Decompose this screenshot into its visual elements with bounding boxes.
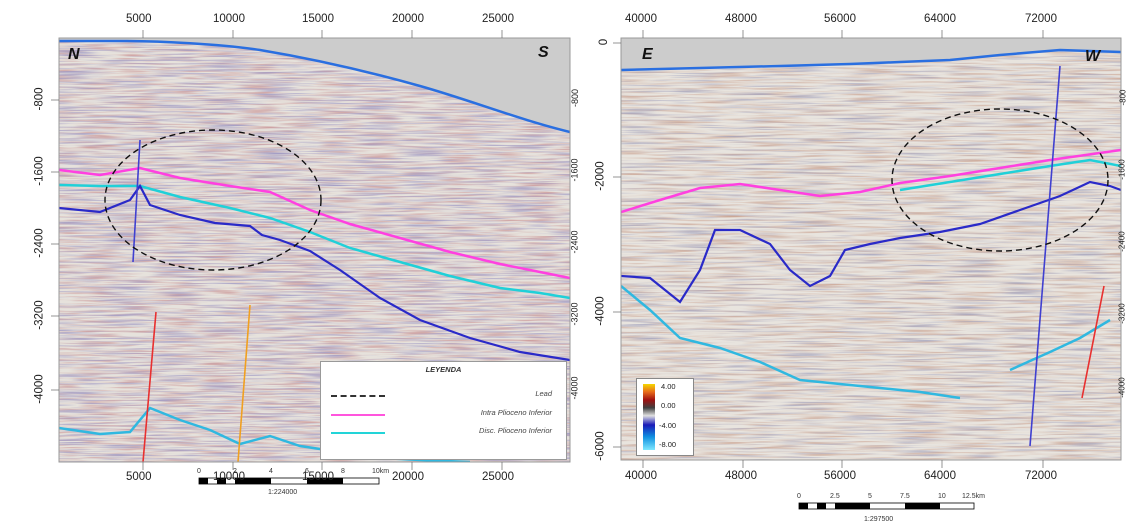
right-x-tick-bottom: 56000 — [824, 470, 856, 482]
seafloor-horizon-right — [621, 48, 1121, 72]
scale-tick: 5 — [868, 493, 872, 500]
scale-tick: 0 — [797, 493, 801, 500]
scale-tick: 10km — [372, 468, 390, 475]
legend-item-lead: Lead — [331, 389, 560, 401]
scale-bar-right — [798, 502, 975, 510]
right-y-tick-right: -2400 — [1117, 231, 1127, 252]
colorbar-label: -8.00 — [659, 440, 677, 449]
left-y-tick: -2400 — [33, 228, 46, 258]
legend-swatch-cyan — [331, 432, 385, 434]
scale-bar-left — [198, 477, 380, 485]
right-y-tick: -6000 — [594, 431, 607, 461]
left-x-tick-top: 5000 — [126, 13, 152, 25]
horizon-cyan-right — [899, 158, 1121, 192]
right-y-tick: 0 — [598, 38, 611, 46]
left-y-tick-right: -800 — [570, 88, 581, 108]
scale-tick: 8 — [341, 468, 345, 475]
horizon-magenta-left — [59, 166, 570, 280]
right-y-tick-right: -3200 — [1117, 303, 1127, 324]
legend-swatch-lead — [331, 395, 385, 397]
left-y-tick-right: -4000 — [569, 376, 580, 400]
left-x-tick-bottom: 20000 — [392, 471, 424, 483]
left-x-tick-bottom: 5000 — [126, 471, 152, 483]
water-column-right — [621, 38, 1121, 70]
legend-label-disc: Disc. Plioceno Inferior — [479, 426, 552, 435]
scale-tick: 7.5 — [900, 493, 910, 500]
scale-tick: 0 — [197, 468, 201, 475]
colorbar-label: 4.00 — [661, 382, 676, 391]
direction-north-label: N — [68, 46, 80, 63]
left-y-tick-right: -3200 — [569, 302, 580, 326]
right-x-tick-top: 48000 — [725, 13, 757, 25]
right-x-tick-top: 40000 — [625, 13, 657, 25]
left-x-tick-top: 10000 — [213, 13, 245, 25]
right-x-tick-bottom: 64000 — [924, 470, 956, 482]
legend-item-disc-plioceno: Disc. Plioceno Inferior — [331, 426, 560, 438]
left-y-tick: -1600 — [33, 156, 46, 186]
scale-ratio-right: 1:297500 — [864, 516, 894, 523]
amplitude-colorbar: 4.00 0.00 -4.00 -8.00 — [636, 378, 694, 456]
right-x-tick-top: 64000 — [924, 13, 956, 25]
right-x-tick-top: 72000 — [1025, 13, 1057, 25]
scale-ratio-left: 1:224000 — [268, 489, 298, 496]
colorbar-label: -4.00 — [659, 421, 677, 430]
right-x-tick-bottom: 48000 — [725, 470, 757, 482]
right-x-tick-top: 56000 — [824, 13, 856, 25]
seafloor-horizon-left — [59, 39, 570, 134]
left-y-tick-right: -1600 — [569, 158, 580, 182]
left-y-tick: -800 — [33, 87, 46, 111]
left-x-tick-top: 25000 — [482, 13, 514, 25]
left-x-tick-top: 15000 — [302, 13, 334, 25]
left-x-tick-top: 20000 — [392, 13, 424, 25]
direction-east-label: E — [642, 46, 653, 63]
right-seismic-section — [621, 38, 1121, 460]
legend-swatch-magenta — [331, 414, 385, 416]
left-x-tick-bottom: 15000 — [302, 471, 334, 483]
left-y-tick-right: -2400 — [569, 230, 580, 254]
lead-outline-left — [104, 129, 322, 271]
scale-tick: 12.5km — [962, 493, 985, 500]
well-blue-left — [132, 139, 141, 263]
right-y-tick: -2000 — [594, 161, 607, 191]
left-y-tick: -4000 — [33, 374, 46, 404]
well-blue-right — [1029, 65, 1061, 447]
right-y-tick: -4000 — [594, 296, 607, 326]
legend-item-intra-plioceno: Intra Plioceno Inferior — [331, 408, 560, 420]
scale-tick: 4 — [269, 468, 273, 475]
well-orange-left — [237, 304, 251, 462]
right-y-tick-right: -1600 — [1117, 159, 1127, 180]
legend-title: LEYENDA — [425, 365, 462, 374]
water-column-left — [59, 38, 570, 132]
well-red-left — [142, 311, 157, 462]
scale-tick: 10 — [938, 493, 946, 500]
left-seismic-section — [59, 38, 570, 462]
horizon-blue-right — [621, 180, 1121, 304]
right-y-tick-right: -800 — [1118, 89, 1128, 106]
left-y-tick: -3200 — [33, 300, 46, 330]
legend-label-lead: Lead — [535, 389, 552, 398]
right-x-tick-bottom: 72000 — [1025, 470, 1057, 482]
right-y-tick-right: -4000 — [1117, 377, 1127, 398]
direction-west-label: W — [1085, 48, 1101, 65]
colorbar-gradient — [643, 384, 655, 450]
scale-tick: 2.5 — [830, 493, 840, 500]
legend-label-intra: Intra Plioceno Inferior — [480, 408, 552, 417]
left-x-tick-bottom: 10000 — [213, 471, 245, 483]
scale-tick: 2 — [233, 468, 237, 475]
legend-box: LEYENDA Lead Intra Plioceno Inferior Dis… — [320, 361, 567, 460]
direction-south-label: S — [538, 44, 549, 61]
well-red-right — [1081, 285, 1105, 399]
horizon-magenta-right — [621, 148, 1121, 214]
scale-tick: 6 — [305, 468, 309, 475]
colorbar-label: 0.00 — [661, 401, 676, 410]
lead-outline-right — [891, 108, 1109, 252]
left-x-tick-bottom: 25000 — [482, 471, 514, 483]
right-x-tick-bottom: 40000 — [625, 470, 657, 482]
